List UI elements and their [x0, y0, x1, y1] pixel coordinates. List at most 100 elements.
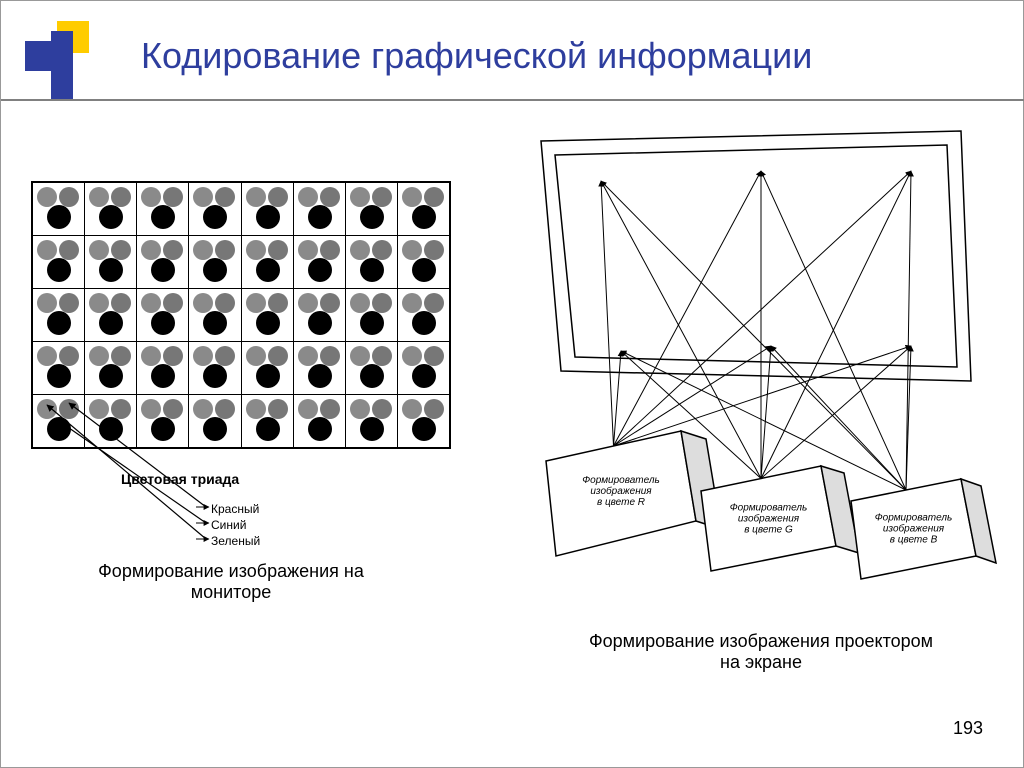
dot-blue	[203, 258, 227, 282]
dot-blue	[47, 311, 71, 335]
dot-green	[193, 293, 213, 313]
dot-green	[246, 293, 266, 313]
triad-cell	[293, 289, 345, 342]
triad-cell	[189, 236, 241, 289]
dot-blue	[360, 205, 384, 229]
dot-blue	[256, 417, 280, 441]
triad-cell	[32, 342, 85, 395]
dot-red	[163, 293, 183, 313]
dot-green	[37, 399, 57, 419]
dot-blue	[203, 364, 227, 388]
dot-green	[37, 187, 57, 207]
dot-blue	[308, 311, 332, 335]
dot-green	[89, 240, 109, 260]
dot-red	[268, 346, 288, 366]
triad-cell	[345, 395, 397, 449]
dot-blue	[47, 364, 71, 388]
dot-green	[141, 187, 161, 207]
dot-red	[163, 187, 183, 207]
triad-cell	[189, 182, 241, 236]
dot-red	[424, 240, 444, 260]
dot-blue	[308, 417, 332, 441]
dot-blue	[412, 258, 436, 282]
dot-green	[246, 240, 266, 260]
dot-blue	[151, 205, 175, 229]
dot-red	[268, 293, 288, 313]
triad-cell	[293, 182, 345, 236]
svg-text:Формирователь: Формирователь	[582, 475, 660, 486]
dot-blue	[308, 258, 332, 282]
dot-red	[215, 293, 235, 313]
triad-cell	[137, 236, 189, 289]
dot-green	[298, 240, 318, 260]
triad-cell	[137, 289, 189, 342]
dot-blue	[203, 311, 227, 335]
dot-green	[350, 346, 370, 366]
triad-cell	[241, 342, 293, 395]
triad-cell	[32, 395, 85, 449]
triad-cell	[241, 182, 293, 236]
triad-cell	[85, 342, 137, 395]
svg-text:изображения: изображения	[738, 513, 800, 525]
triad-cell	[189, 289, 241, 342]
dot-red	[320, 346, 340, 366]
triad-cell	[32, 289, 85, 342]
dot-blue	[360, 417, 384, 441]
dot-red	[372, 187, 392, 207]
dot-blue	[412, 311, 436, 335]
dot-red	[215, 187, 235, 207]
dot-blue	[47, 417, 71, 441]
dot-green	[246, 399, 266, 419]
dot-green	[89, 187, 109, 207]
dot-blue	[151, 311, 175, 335]
dot-red	[59, 346, 79, 366]
dot-red	[320, 293, 340, 313]
dot-red	[111, 399, 131, 419]
dot-blue	[151, 364, 175, 388]
dot-green	[350, 399, 370, 419]
dot-red	[320, 187, 340, 207]
dot-green	[37, 293, 57, 313]
triad-cell	[85, 289, 137, 342]
dot-red	[372, 346, 392, 366]
dot-blue	[203, 417, 227, 441]
projector-box	[851, 479, 976, 579]
dot-green	[89, 293, 109, 313]
dot-blue	[360, 364, 384, 388]
title-underline	[1, 99, 1024, 101]
dot-green	[89, 399, 109, 419]
label-red: Красный	[211, 501, 260, 517]
projector-box	[701, 466, 836, 571]
dot-green	[350, 187, 370, 207]
dot-blue	[256, 364, 280, 388]
dot-green	[402, 293, 422, 313]
dot-red	[424, 399, 444, 419]
dot-green	[193, 187, 213, 207]
triad-cell	[85, 395, 137, 449]
slide: Кодирование графической информации Цвето…	[0, 0, 1024, 768]
dot-red	[268, 187, 288, 207]
triad-cell	[397, 236, 450, 289]
triad-cell	[85, 236, 137, 289]
right-caption: Формирование изображения проектором на э…	[581, 631, 941, 673]
dot-red	[320, 240, 340, 260]
dot-red	[59, 399, 79, 419]
dot-red	[215, 346, 235, 366]
dot-blue	[308, 364, 332, 388]
dot-green	[402, 399, 422, 419]
dot-blue	[99, 258, 123, 282]
dot-blue	[412, 364, 436, 388]
triad-cell	[241, 236, 293, 289]
dot-green	[193, 399, 213, 419]
dot-blue	[360, 258, 384, 282]
dot-green	[350, 293, 370, 313]
svg-text:в цвете B: в цвете B	[890, 535, 938, 546]
dot-red	[372, 240, 392, 260]
dot-blue	[151, 258, 175, 282]
triad-cell	[397, 395, 450, 449]
dot-green	[89, 346, 109, 366]
dot-red	[59, 240, 79, 260]
dot-green	[37, 346, 57, 366]
dot-green	[193, 240, 213, 260]
dot-green	[193, 346, 213, 366]
